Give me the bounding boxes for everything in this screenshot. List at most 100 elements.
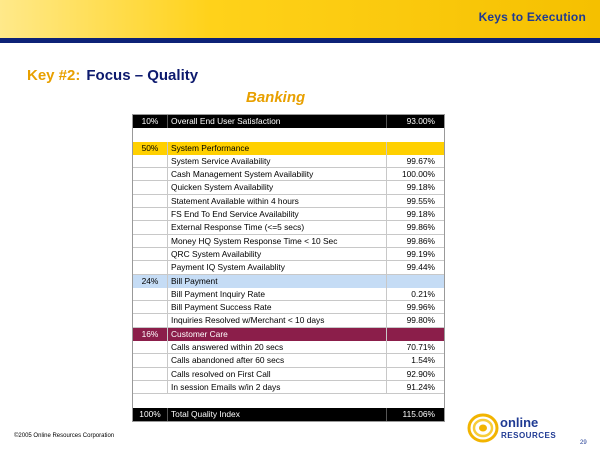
table-row: Bill Payment Success Rate 99.96% [133, 301, 444, 315]
page-heading: Key #2: Focus – Quality [27, 67, 198, 84]
table-spacer-row [133, 394, 444, 407]
row-value [387, 142, 444, 155]
row-value: 99.96% [406, 302, 435, 313]
table-row: Inquiries Resolved w/Merchant < 10 days 9… [133, 314, 444, 328]
table-row: Calls answered within 20 secs 70.71% [133, 341, 444, 355]
page-subheading: Banking [246, 89, 306, 106]
row-label [168, 128, 387, 141]
row-label: Money HQ System Response Time < 10 Sec [168, 234, 387, 247]
header-divider [0, 38, 600, 43]
table-row: Cash Management System Availability 100.0… [133, 168, 444, 182]
row-weight [133, 287, 168, 301]
table-row: Bill Payment Inquiry Rate 0.21% [133, 287, 444, 302]
row-value: 99.44% [406, 262, 435, 273]
row-value: 100.00% [401, 169, 435, 180]
page-number: 29 [580, 440, 587, 446]
row-weight [133, 247, 168, 261]
row-weight [133, 380, 168, 394]
row-weight [133, 314, 168, 327]
row-label: Calls answered within 20 secs [168, 341, 387, 354]
table-section-row: 10% Overall End User Satisfaction 93.00% [133, 115, 444, 129]
row-value: 99.55% [406, 195, 435, 206]
table-section-row: 100% Total Quality Index 115.06% [133, 407, 444, 421]
table-row: Quicken System Availability 99.18% [133, 181, 444, 195]
row-weight: 10% [133, 115, 168, 129]
table-row: QRC System Availability 99.19% [133, 247, 444, 262]
row-value: 99.19% [406, 248, 435, 259]
table-row: Payment IQ System Availablity 99.44% [133, 261, 444, 275]
row-value: 115.06% [402, 408, 435, 419]
header-title: Keys to Execution [478, 10, 586, 24]
row-value: 0.21% [411, 288, 435, 299]
row-label: Inquiries Resolved w/Merchant < 10 days [168, 314, 387, 327]
row-label: External Response Time (<=5 secs) [168, 221, 387, 234]
heading-key: Key #2: [27, 67, 81, 84]
row-label: Cash Management System Availability [168, 168, 387, 181]
row-label: Payment IQ System Availablity [168, 261, 387, 274]
row-value [387, 275, 444, 288]
row-label: Bill Payment Success Rate [168, 301, 387, 314]
row-value: 99.86% [406, 235, 435, 246]
row-value [387, 394, 444, 407]
online-resources-logo: online RESOURCES [467, 413, 556, 443]
row-label: FS End To End Service Availability [168, 208, 387, 221]
row-weight [133, 181, 168, 194]
row-weight [133, 221, 168, 234]
logo-text-online: online [500, 415, 538, 430]
row-weight [133, 194, 168, 208]
row-label: Statement Available within 4 hours [168, 194, 387, 208]
row-label: System Performance [168, 141, 387, 155]
row-value: 99.86% [406, 222, 435, 233]
logo-swirl-icon [467, 413, 499, 443]
row-label: System Service Availability [168, 154, 387, 168]
row-weight [133, 168, 168, 181]
row-weight: 100% [133, 407, 168, 421]
row-weight [133, 208, 168, 221]
table-section-row: 16% Customer Care [133, 327, 444, 342]
heading-focus: Focus – Quality [86, 67, 199, 84]
row-weight: 16% [133, 327, 168, 342]
row-value: 99.80% [406, 315, 435, 326]
row-label: Quicken System Availability [168, 181, 387, 194]
table-section-row: 50% System Performance [133, 141, 444, 155]
row-weight [133, 154, 168, 168]
row-value: 70.71% [406, 342, 435, 353]
row-value: 1.54% [411, 355, 435, 366]
table-row: Money HQ System Response Time < 10 Sec 99… [133, 234, 444, 248]
row-label: Total Quality Index [168, 407, 387, 421]
table-row: Calls resolved on First Call 92.90% [133, 367, 444, 381]
row-weight: 24% [133, 274, 168, 288]
row-value [387, 128, 444, 141]
row-weight [133, 394, 168, 407]
row-weight [133, 354, 168, 367]
table-row: System Service Availability 99.67% [133, 154, 444, 169]
quality-table: 10% Overall End User Satisfaction 93.00% 50… [132, 114, 445, 422]
table-row: In session Emails w/in 2 days 91.24% [133, 380, 444, 395]
table-row: Statement Available within 4 hours 99.55% [133, 194, 444, 209]
row-weight [133, 234, 168, 247]
row-label: Customer Care [168, 327, 387, 342]
row-value: 99.18% [406, 182, 435, 193]
row-weight [133, 341, 168, 354]
row-weight [133, 261, 168, 274]
table-spacer-row [133, 128, 444, 141]
row-label: QRC System Availability [168, 247, 387, 261]
row-label: Overall End User Satisfaction [168, 115, 387, 129]
header-bar: Keys to Execution [0, 0, 600, 38]
row-value: 99.18% [406, 209, 435, 220]
row-label [168, 394, 387, 407]
row-weight [133, 128, 168, 141]
row-label: Bill Payment [168, 274, 387, 288]
row-value [387, 328, 444, 341]
table-section-row: 24% Bill Payment [133, 274, 444, 288]
row-value: 93.00% [406, 116, 435, 126]
row-weight [133, 301, 168, 314]
row-weight [133, 367, 168, 380]
row-label: Calls abandoned after 60 secs [168, 354, 387, 367]
row-weight: 50% [133, 141, 168, 155]
logo-text-resources: RESOURCES [501, 431, 556, 440]
row-value: 91.24% [406, 381, 435, 392]
row-label: Calls resolved on First Call [168, 367, 387, 380]
row-label: Bill Payment Inquiry Rate [168, 287, 387, 301]
row-label: In session Emails w/in 2 days [168, 380, 387, 394]
